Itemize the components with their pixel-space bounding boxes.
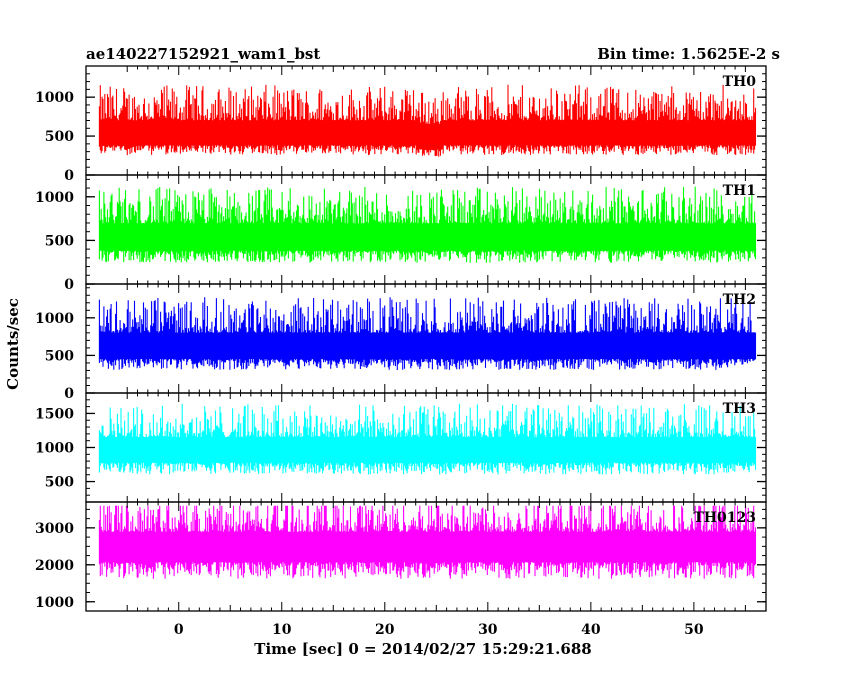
y-axis-label: Counts/sec bbox=[4, 298, 22, 390]
series-trace-th2 bbox=[98, 297, 757, 370]
x-tick-label: 10 bbox=[272, 622, 292, 638]
x-tick-label: 30 bbox=[478, 622, 498, 638]
y-tick-label: 1000 bbox=[35, 441, 74, 457]
y-tick-label: 500 bbox=[45, 233, 74, 249]
y-tick-label: 0 bbox=[64, 168, 74, 184]
series-trace-th0 bbox=[98, 84, 757, 157]
panel-name-th3: TH3 bbox=[723, 401, 756, 417]
y-tick-label: 1000 bbox=[35, 90, 74, 106]
series-trace-th3 bbox=[98, 403, 757, 475]
y-tick-label: 1000 bbox=[35, 190, 74, 206]
y-tick-label: 2000 bbox=[35, 558, 74, 574]
x-tick-label: 0 bbox=[174, 622, 184, 638]
y-tick-label: 500 bbox=[45, 129, 74, 145]
chart-title: ae140227152921_wam1_bst bbox=[86, 45, 320, 63]
y-tick-label: 1000 bbox=[35, 311, 74, 327]
y-tick-label: 1000 bbox=[35, 595, 74, 611]
y-tick-label: 0 bbox=[64, 277, 74, 293]
panel-name-th1: TH1 bbox=[723, 183, 756, 199]
y-tick-label: 0 bbox=[64, 386, 74, 402]
panel-name-th0: TH0 bbox=[723, 74, 757, 90]
chart-subtitle: Bin time: 1.5625E-2 s bbox=[597, 45, 780, 63]
y-tick-label: 3000 bbox=[35, 521, 74, 537]
y-tick-label: 500 bbox=[45, 475, 74, 491]
panel-name-th0123: TH0123 bbox=[693, 510, 756, 526]
x-axis-label: Time [sec] 0 = 2014/02/27 15:29:21.688 bbox=[254, 640, 591, 658]
panel-name-th2: TH2 bbox=[723, 292, 756, 308]
series-trace-th1 bbox=[98, 186, 757, 263]
x-tick-label: 20 bbox=[375, 622, 395, 638]
x-tick-label: 50 bbox=[684, 622, 704, 638]
y-tick-label: 1500 bbox=[35, 406, 74, 422]
y-tick-label: 500 bbox=[45, 348, 74, 364]
x-tick-label: 40 bbox=[581, 622, 601, 638]
series-trace-th0123 bbox=[98, 505, 757, 579]
